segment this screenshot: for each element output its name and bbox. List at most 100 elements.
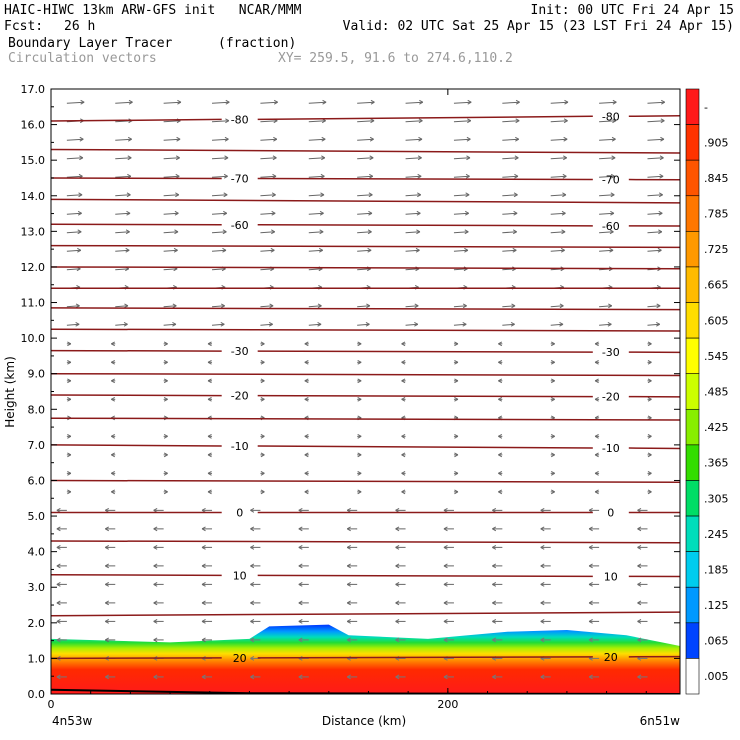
wind-vector-head xyxy=(563,118,568,124)
wind-vector-head xyxy=(401,378,406,384)
isotherm-line xyxy=(51,328,680,332)
wind-vector-head xyxy=(588,526,593,532)
wind-vector-head xyxy=(346,637,351,643)
wind-vector-head xyxy=(207,378,212,384)
wind-vector-head xyxy=(368,192,373,198)
wind-vector xyxy=(453,120,471,123)
wind-vector-head xyxy=(304,433,309,439)
wind-vector-head xyxy=(250,545,255,550)
wind-vector xyxy=(163,175,180,178)
wind-vector-head xyxy=(594,396,599,402)
wind-vector xyxy=(163,157,180,160)
wind-vector xyxy=(308,138,326,141)
colorbar-label: .365 xyxy=(704,457,729,470)
wind-vector-head xyxy=(126,210,131,216)
wind-vector-head xyxy=(260,470,265,476)
wind-vector-head xyxy=(512,229,517,235)
wind-vector-head xyxy=(163,433,168,439)
y-tick-label: 2.0 xyxy=(28,617,46,630)
wind-vector-head xyxy=(111,433,116,439)
wind-vector-head xyxy=(271,229,276,235)
wind-vector-head xyxy=(357,396,362,402)
isotherm-line xyxy=(51,394,222,397)
colorbar-swatch xyxy=(685,231,700,268)
wind-vector xyxy=(405,101,423,104)
wind-vector xyxy=(260,323,273,326)
y-axis: 0.0 1.0 2.0 3.0 4.0 5.0 6.0 7.0 8.0 9.0 10.0 11.0 12… xyxy=(21,83,680,701)
colorbar-label: .245 xyxy=(704,528,729,541)
colorbar-swatch xyxy=(685,302,700,339)
wind-vector-head xyxy=(346,545,351,550)
wind-vector xyxy=(211,231,227,234)
wind-vector-head xyxy=(464,210,469,216)
wind-vector xyxy=(502,323,515,326)
wind-vector-head xyxy=(395,582,400,587)
wind-vector-head xyxy=(298,526,303,532)
wind-vector xyxy=(405,249,420,252)
wind-vector-head xyxy=(417,192,422,198)
wind-vector-head xyxy=(588,582,593,587)
colorbar-label: .785 xyxy=(704,208,729,221)
y-tick-label: 9.0 xyxy=(28,368,46,381)
wind-vector xyxy=(115,323,128,326)
isotherm-line xyxy=(51,198,680,204)
wind-vector-head xyxy=(560,247,565,253)
wind-vector-head xyxy=(153,563,158,569)
wind-vector-head xyxy=(498,396,503,402)
wind-vector-head xyxy=(105,637,110,643)
wind-vector-head xyxy=(550,341,555,347)
wind-vector-head xyxy=(175,155,180,161)
y-tick-label: 11.0 xyxy=(21,297,46,310)
wind-vector-head xyxy=(637,619,642,624)
wind-vector-head xyxy=(298,637,303,643)
wind-vector-head xyxy=(357,470,362,476)
wind-vector xyxy=(550,175,567,178)
wind-vector-head xyxy=(207,489,212,495)
wind-vector-head xyxy=(610,192,615,198)
isotherm-line xyxy=(51,417,680,421)
isotherm-contours: -80 -80 -70 -70 -60 -60 -30 -30 -20 -20 -10 -10 0 0 10… xyxy=(51,110,680,665)
wind-vector-head xyxy=(647,396,652,402)
colorbar-swatch xyxy=(685,373,700,410)
wind-vector-head xyxy=(656,321,661,327)
wind-vector xyxy=(211,157,229,160)
wind-vector-head xyxy=(559,321,564,327)
wind-vector-head xyxy=(207,452,212,458)
wind-vector xyxy=(163,212,179,215)
wind-vector xyxy=(405,323,418,326)
colorbar-label: .485 xyxy=(704,386,729,399)
colorbar-label: .725 xyxy=(704,243,729,256)
wind-vector xyxy=(550,305,564,308)
y-tick-label: 12.0 xyxy=(21,261,46,274)
isotherm-line xyxy=(51,148,680,154)
wind-vector-head xyxy=(320,173,325,179)
wind-vector xyxy=(599,175,615,178)
wind-vector-head xyxy=(201,637,206,643)
wind-vector-head xyxy=(550,452,555,458)
wind-vector-head xyxy=(594,489,599,495)
wind-vector-head xyxy=(269,303,274,309)
wind-vector-head xyxy=(647,341,652,347)
isotherm-label: -30 xyxy=(602,346,620,359)
wind-vector-head xyxy=(443,674,448,680)
wind-vector-head xyxy=(395,526,400,532)
wind-vector-head xyxy=(346,619,351,624)
wind-vector xyxy=(502,249,517,252)
wind-vector-head xyxy=(417,155,422,161)
wind-vector-head xyxy=(153,582,158,587)
wind-vector-head xyxy=(561,210,566,216)
wind-vector-head xyxy=(512,247,517,253)
wind-vector-head xyxy=(304,470,309,476)
forecast-hour: 26 h xyxy=(64,19,96,34)
wind-vector-head xyxy=(77,247,82,253)
wind-vector xyxy=(66,157,83,160)
wind-vector-head xyxy=(454,470,459,476)
isotherm-line xyxy=(51,574,222,577)
wind-vector xyxy=(453,249,468,252)
wind-vector xyxy=(308,120,326,123)
wind-vector-head xyxy=(220,303,225,309)
isotherm-line xyxy=(257,224,593,227)
field-title: Boundary Layer Tracer xyxy=(8,36,173,51)
y-tick-label: 3.0 xyxy=(28,581,46,594)
wind-vector-head xyxy=(513,192,518,198)
